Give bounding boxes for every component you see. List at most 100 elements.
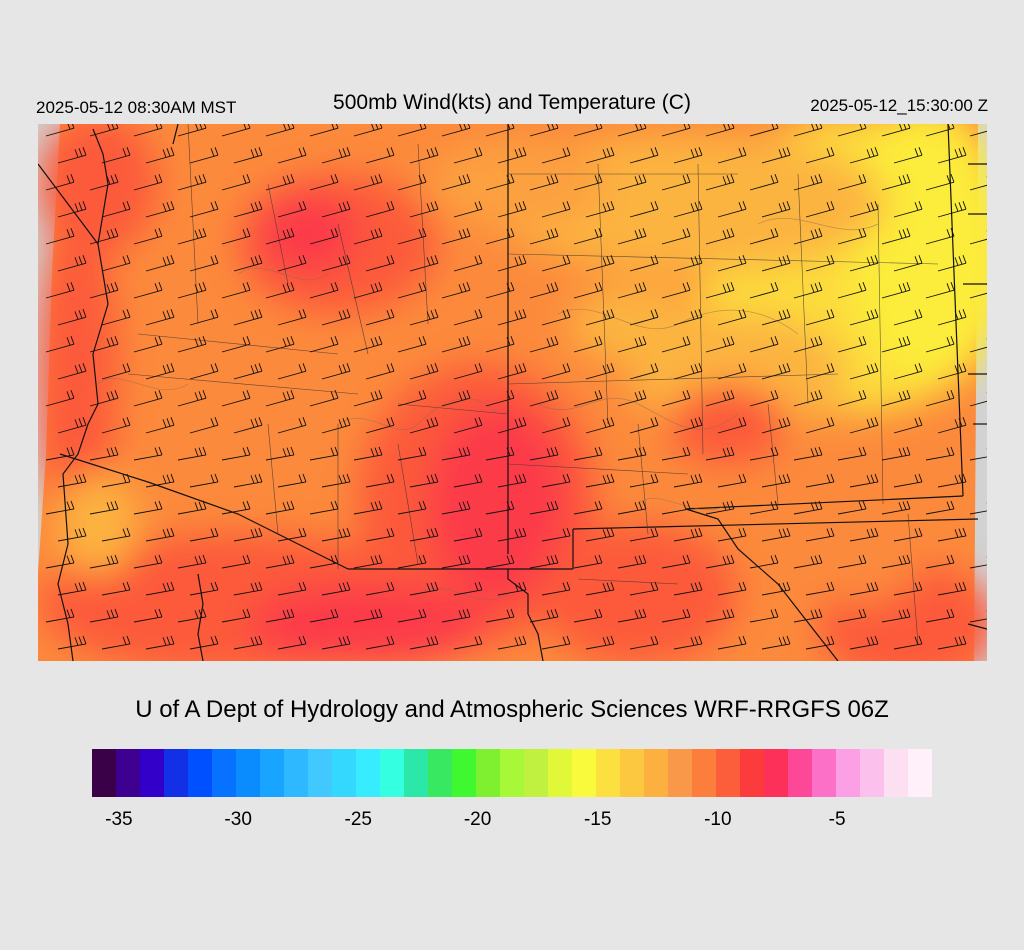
wind-barbs [45,124,987,650]
local-time-label: 2025-05-12 08:30AM MST [36,98,237,117]
colorbar-swatch [92,749,116,797]
wind-barb [673,581,703,596]
wind-barb [497,527,527,542]
wind-barb [717,527,747,542]
wind-barb [485,282,515,299]
wind-barb [265,174,295,191]
wind-barb [761,363,791,380]
wind-barb [805,363,835,380]
colorbar-swatch [884,749,908,797]
wind-barb [925,500,955,515]
wind-barb [497,363,527,380]
wind-barb [661,174,691,191]
wind-barb [893,309,923,326]
wind-barb [793,124,823,137]
wind-barb [133,228,163,245]
wind-barb [177,446,207,461]
wind-barb [321,201,351,218]
wind-barb [145,201,175,218]
wind-barb [881,336,911,353]
wind-barb [309,228,339,245]
wind-barb [705,228,735,245]
wind-barb [409,527,439,542]
wind-barb [573,554,603,569]
wind-barb [133,336,163,353]
wind-barb [277,201,307,218]
wind-barb [749,390,779,407]
wind-barb [761,201,791,218]
wind-barb [749,608,779,623]
wind-barb [397,282,427,299]
wind-barb [617,500,647,515]
wind-barb [453,363,483,380]
colorbar-swatch [812,749,836,797]
wind-barb [717,581,747,596]
wind-barb [937,527,967,542]
wind-barb [101,309,131,326]
colorbar-swatch [644,749,668,797]
wind-barb [57,363,87,380]
wind-barb [617,228,647,245]
wind-barb [937,581,967,596]
wind-barb [749,446,779,461]
wind-barb [497,635,527,650]
wind-barb [893,147,923,164]
wind-barb [353,554,383,569]
wind-barb [849,255,879,272]
wind-barb [145,309,175,326]
wind-barb [453,255,483,272]
wind-barb [849,635,879,650]
wind-barb [45,282,75,299]
wind-barb [45,174,75,191]
wind-barb [805,635,835,650]
wind-barb [441,228,471,245]
wind-barb [793,282,823,299]
colorbar-swatch [236,749,260,797]
wind-barb [881,554,911,569]
wind-barb [705,124,735,137]
wind-barb [761,473,791,488]
wind-barb [585,527,615,542]
wind-barb [453,309,483,326]
wind-barb [189,147,219,164]
wind-barb [277,309,307,326]
wind-barb [585,309,615,326]
wind-barb [57,255,87,272]
wind-barb [145,147,175,164]
wind-barb [849,201,879,218]
wind-barb [673,473,703,488]
wind-barb [541,527,571,542]
wind-barb [441,608,471,623]
wind-barb [145,473,175,488]
wind-barb [365,473,395,488]
wind-barb [749,500,779,515]
wind-barb [969,502,987,515]
colorbar-swatch [692,749,716,797]
wind-barb [177,282,207,299]
wind-barb [761,255,791,272]
wind-barb [265,608,295,623]
wind-barb [353,336,383,353]
wind-barb [585,255,615,272]
wind-barb [45,124,75,137]
wind-barb [101,635,131,650]
wind-barb [409,473,439,488]
wind-barb [177,608,207,623]
wind-barb [849,147,879,164]
wind-barb [321,635,351,650]
wind-barb [893,527,923,542]
wind-barb [881,282,911,299]
wind-barb [793,228,823,245]
wind-barb [321,255,351,272]
colorbar-swatch [836,749,860,797]
wind-barb [321,473,351,488]
wind-barb [761,527,791,542]
wind-barb [221,554,251,569]
colorbar-swatch [116,749,140,797]
colorbar-swatch [188,749,212,797]
wind-barb [177,554,207,569]
wind-barb [969,338,987,353]
wind-barb [893,417,923,434]
wind-barb [485,228,515,245]
colorbar-swatch [476,749,500,797]
